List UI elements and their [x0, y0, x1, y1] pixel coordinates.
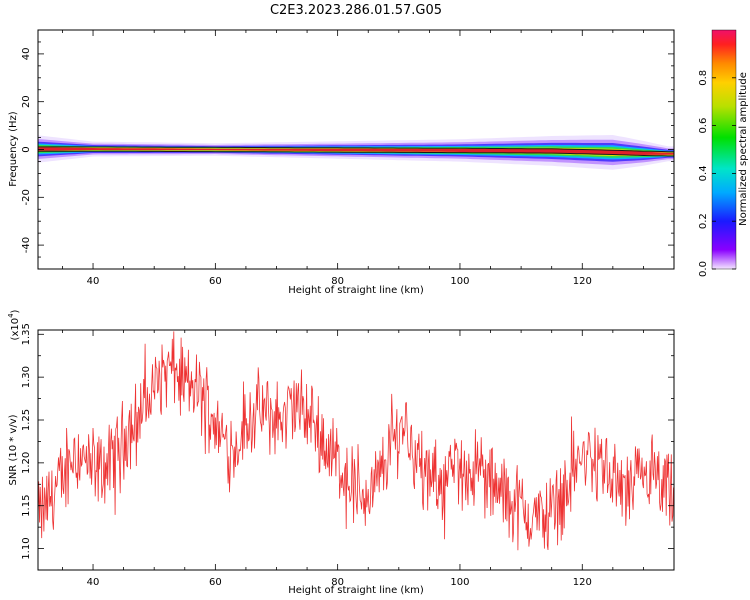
snr-ytick-label: 1.25	[21, 409, 32, 431]
spectrogram-xtick-label: 60	[209, 276, 222, 287]
snr-ytick-label: 1.15	[21, 495, 32, 517]
colorbar: 0.0 0.2 0.4 0.6 0.8 Normalized spectral ampl…	[698, 29, 749, 277]
snr-ticks: 40 60 80 100 120 1.10 1.15 1.20 1.25 1.30 1.35	[21, 323, 675, 588]
snr-ytick-label: 1.35	[21, 323, 32, 345]
snr-ylabel: SNR (10 * v/v)	[8, 414, 19, 485]
snr-ytick-label: 1.20	[21, 452, 32, 474]
spectrogram-xtick-label: 80	[331, 276, 344, 287]
snr-multiplier: (x104)	[7, 309, 21, 340]
snr-xtick-label: 60	[209, 577, 222, 588]
colorbar-tick-label: 0.2	[698, 213, 709, 229]
ridge-edge-upper	[38, 146, 674, 153]
snr-xtick-label: 100	[450, 577, 469, 588]
colorbar-label: Normalized spectral amplitude	[738, 72, 749, 226]
snr-xlabel: Height of straight line (km)	[288, 585, 424, 596]
spectrogram-xtick-label: 100	[450, 276, 469, 287]
snr-ytick-label: 1.30	[21, 366, 32, 388]
spectrogram-ytick-label: -40	[21, 237, 32, 253]
colorbar-tick-label: 0.4	[698, 165, 709, 181]
colorbar-tick-label: 0.8	[698, 70, 709, 86]
snr-ytick-label: 1.10	[21, 537, 32, 559]
snr-xtick-label: 80	[331, 577, 344, 588]
spectrogram-ytick-label: -20	[21, 189, 32, 205]
snr-multiplier-base: (x10	[10, 318, 21, 341]
snr-series-line	[38, 331, 674, 551]
spectrogram-ylabel: Frequency (Hz)	[8, 111, 19, 187]
spectrogram-xlabel: Height of straight line (km)	[288, 285, 424, 296]
spectrogram-ticks: 40 60 80 100 120 -40 -20 0 20 40	[21, 29, 675, 287]
snr-xtick-label: 40	[87, 577, 100, 588]
figure-title: C2E3.2023.286.01.57.G05	[270, 3, 442, 18]
spectrogram-xtick-label: 120	[573, 276, 592, 287]
snr-multiplier-close: )	[10, 309, 21, 313]
spectrogram-ytick-label: 40	[21, 48, 32, 61]
colorbar-gradient	[711, 29, 737, 270]
ridge-band-red	[38, 147, 674, 155]
spectrogram-xtick-label: 40	[87, 276, 100, 287]
spectrogram-ridge	[38, 135, 674, 170]
spectrogram-ytick-label: 20	[21, 95, 32, 108]
snr-frame	[37, 329, 675, 571]
colorbar-tick-label: 0.0	[698, 261, 709, 277]
spectrogram-ytick-label: 0	[21, 146, 32, 152]
snr-multiplier-exp: 4	[7, 313, 15, 318]
ridge-edge-lower	[38, 150, 674, 157]
colorbar-ticks: 0.0 0.2 0.4 0.6 0.8	[698, 70, 736, 277]
snr-panel: 40 60 80 100 120 1.10 1.15 1.20 1.25 1.30 1.35 Hei…	[7, 309, 675, 596]
colorbar-tick-label: 0.6	[698, 118, 709, 134]
spectrogram-panel: 40 60 80 100 120 -40 -20 0 20 40 Height of straig…	[8, 29, 675, 296]
snr-xtick-label: 120	[573, 577, 592, 588]
